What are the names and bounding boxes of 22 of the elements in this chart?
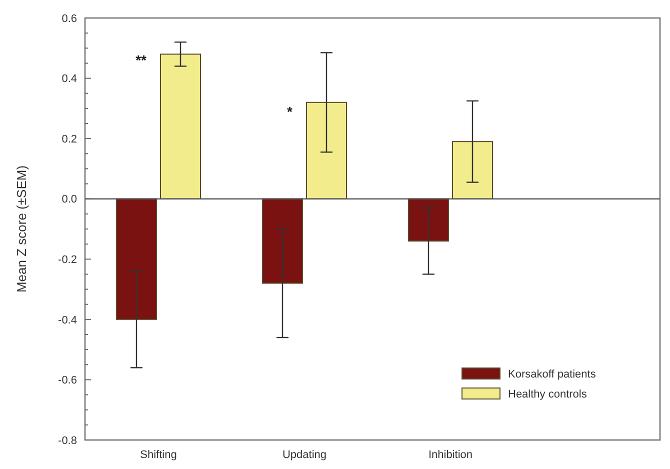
y-tick-label: 0.6	[62, 12, 77, 25]
x-tick-label: Inhibition	[428, 449, 473, 461]
y-tick-label: 0.0	[62, 194, 77, 206]
y-tick-label: -0.4	[58, 314, 77, 326]
legend-label: Healthy controls	[508, 388, 588, 400]
y-tick-label: -0.8	[58, 434, 77, 447]
y-axis-title: Mean Z score (±SEM)	[14, 165, 29, 293]
x-tick-label: Shifting	[140, 449, 177, 461]
annotation: **	[136, 52, 148, 68]
bar	[160, 54, 201, 200]
legend-label: Korsakoff patients	[508, 368, 596, 380]
y-tick-label: -0.2	[58, 254, 77, 266]
y-tick-label: 0.2	[62, 133, 77, 146]
bar	[262, 198, 303, 284]
bar	[306, 102, 347, 200]
bar	[408, 198, 449, 242]
bar	[452, 141, 493, 200]
x-tick-label: Updating	[282, 449, 327, 461]
annotation: *	[287, 103, 294, 120]
y-tick-label: -0.6	[58, 374, 77, 387]
bar	[116, 198, 157, 320]
y-tick-label: 0.4	[62, 73, 77, 86]
